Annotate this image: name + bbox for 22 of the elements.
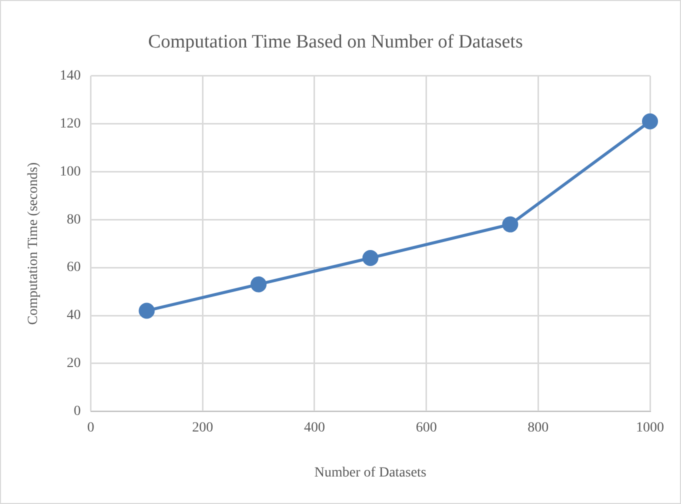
y-axis-title: Computation Time (seconds) (26, 162, 42, 325)
x-tick-label: 600 (416, 420, 437, 436)
point (502, 216, 518, 232)
x-tick-label: 1000 (636, 420, 664, 436)
y-tick-label: 120 (60, 116, 81, 132)
x-tick-label: 800 (528, 420, 549, 436)
y-tick-label: 60 (66, 260, 81, 276)
x-tick-label: 200 (192, 420, 214, 436)
y-tick-label: 100 (60, 164, 81, 180)
point (362, 250, 378, 266)
point (250, 276, 267, 292)
x-tick-label: 0 (87, 420, 94, 436)
x-tick-label: 400 (304, 420, 325, 436)
y-tick-label: 0 (74, 404, 81, 420)
chart-title: Computation Time Based on Number of Datasets (148, 31, 523, 52)
y-tick-label: 80 (66, 212, 81, 228)
y-tick-label: 140 (60, 68, 81, 84)
point (138, 302, 155, 319)
y-tick-label: 40 (66, 308, 81, 324)
y-tick-label: 20 (66, 356, 81, 372)
x-axis-title: Number of Datasets (314, 465, 426, 480)
point (642, 113, 658, 130)
